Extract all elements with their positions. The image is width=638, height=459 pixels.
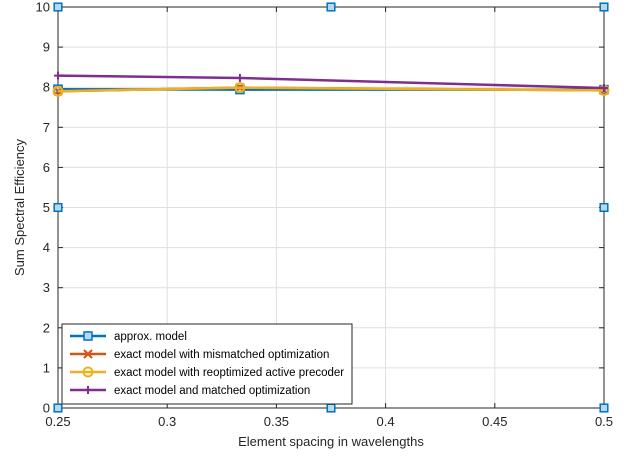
x-tick-label: 0.35 bbox=[264, 414, 289, 429]
legend-label: exact model with reoptimized active prec… bbox=[114, 367, 344, 379]
legend-marker bbox=[84, 386, 92, 394]
data-point bbox=[600, 84, 608, 93]
legend: approx. model exact model with mismatched… bbox=[61, 323, 353, 405]
y-tick-label: 10 bbox=[36, 0, 50, 15]
series-3 bbox=[52, 82, 610, 97]
extra-marker bbox=[53, 403, 63, 413]
legend-marker bbox=[83, 349, 93, 359]
x-tick-label: 0.25 bbox=[45, 414, 70, 429]
legend-item: exact model with reoptimized active prec… bbox=[70, 366, 344, 379]
data-point bbox=[54, 71, 62, 80]
extra-marker bbox=[53, 202, 63, 213]
extra-marker bbox=[599, 202, 609, 213]
legend-label: approx. model bbox=[114, 331, 187, 343]
legend-label: exact model with mismatched optimization bbox=[114, 349, 329, 361]
y-tick-label: 0 bbox=[43, 401, 50, 416]
legend-box bbox=[61, 323, 353, 405]
x-tick-label: 0.3 bbox=[158, 414, 176, 429]
x-tick-label: 0.5 bbox=[595, 414, 613, 429]
series-lines bbox=[52, 2, 610, 413]
marker-stroke bbox=[83, 349, 93, 359]
legend-item: exact model with mismatched optimization bbox=[70, 349, 329, 361]
x-tick-label: 0.45 bbox=[482, 414, 507, 429]
y-tick-label: 9 bbox=[43, 40, 50, 55]
y-tick-label: 1 bbox=[43, 360, 50, 375]
legend-marker bbox=[82, 366, 94, 378]
extra-marker bbox=[599, 403, 609, 413]
data-point bbox=[52, 85, 64, 97]
extra-marker bbox=[599, 2, 609, 12]
y-tick-label: 2 bbox=[43, 320, 50, 335]
legend-label: exact model and matched optimization bbox=[114, 385, 310, 397]
data-point bbox=[234, 82, 246, 94]
y-tick-label: 6 bbox=[43, 160, 50, 175]
legend-item: exact model and matched optimization bbox=[70, 385, 310, 397]
legend-item: approx. model bbox=[70, 331, 187, 343]
y-tick-label: 5 bbox=[43, 200, 50, 215]
extra-marker bbox=[326, 403, 336, 413]
y-tick-label: 3 bbox=[43, 280, 50, 295]
y-tick-label: 7 bbox=[43, 120, 50, 135]
extra-marker bbox=[53, 2, 63, 12]
legend-marker bbox=[83, 331, 93, 341]
data-point bbox=[235, 73, 244, 82]
x-tick-label: 0.4 bbox=[377, 414, 395, 429]
y-tick-label: 4 bbox=[43, 240, 50, 255]
x-axis-label: Element spacing in wavelengths bbox=[238, 434, 424, 449]
series-4 bbox=[54, 71, 608, 93]
y-tick-label: 8 bbox=[43, 80, 50, 95]
series-line bbox=[57, 86, 605, 93]
extra-markers bbox=[53, 2, 609, 413]
extra-marker bbox=[326, 2, 336, 12]
y-axis-label: Sum Spectral Efficiency bbox=[12, 138, 27, 276]
